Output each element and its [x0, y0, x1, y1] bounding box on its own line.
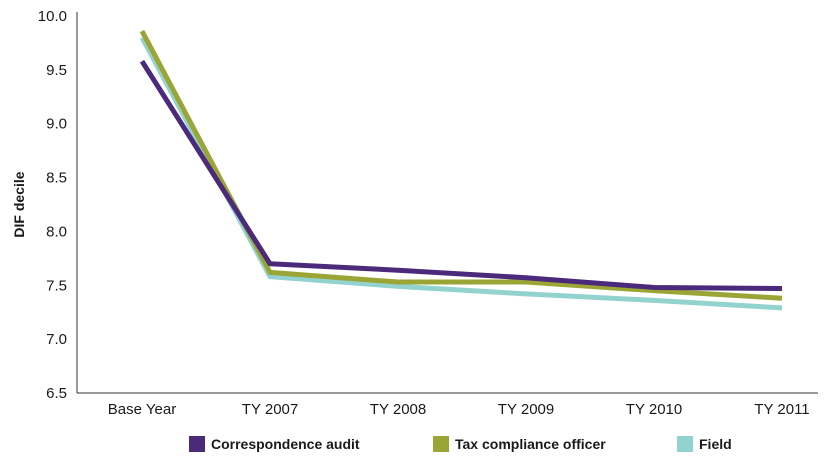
- y-tick-label: 8.5: [46, 170, 67, 187]
- y-axis-ticks: 6.5 7.0 7.5 8.0 8.5 9.0 9.5 10.0: [38, 8, 67, 402]
- legend-swatch: [677, 436, 693, 452]
- y-tick-label: 7.0: [46, 331, 67, 348]
- x-tick-label: TY 2008: [370, 401, 426, 418]
- y-axis-title: DIF decile: [11, 171, 27, 237]
- series-line-field: [139, 36, 783, 311]
- legend-label: Field: [699, 436, 732, 452]
- y-tick-label: 8.0: [46, 223, 67, 240]
- series-line-tax-compliance-officer: [139, 29, 783, 301]
- legend-item: Field: [677, 436, 732, 452]
- series-line-correspondence-audit: [139, 59, 783, 292]
- x-tick-label: TY 2009: [498, 401, 554, 418]
- x-tick-label: Base Year: [108, 401, 176, 418]
- y-tick-label: 7.5: [46, 277, 67, 294]
- y-tick-label: 9.5: [46, 62, 67, 79]
- y-tick-label: 6.5: [46, 385, 67, 402]
- legend-label: Correspondence audit: [211, 436, 360, 452]
- axes: [76, 12, 818, 394]
- legend-swatch: [189, 436, 205, 452]
- x-axis-ticks: Base Year TY 2007 TY 2008 TY 2009 TY 2010 TY …: [108, 401, 810, 418]
- legend-swatch: [433, 436, 449, 452]
- legend: Correspondence audit Tax compliance offic…: [189, 436, 732, 452]
- x-tick-label: TY 2011: [754, 401, 809, 418]
- legend-label: Tax compliance officer: [455, 436, 606, 452]
- y-tick-label: 10.0: [38, 8, 67, 25]
- x-tick-label: TY 2010: [626, 401, 682, 418]
- x-tick-label: TY 2007: [242, 401, 298, 418]
- legend-item: Tax compliance officer: [433, 436, 606, 452]
- legend-item: Correspondence audit: [189, 436, 360, 452]
- y-tick-label: 9.0: [46, 116, 67, 133]
- series-lines: [139, 29, 783, 311]
